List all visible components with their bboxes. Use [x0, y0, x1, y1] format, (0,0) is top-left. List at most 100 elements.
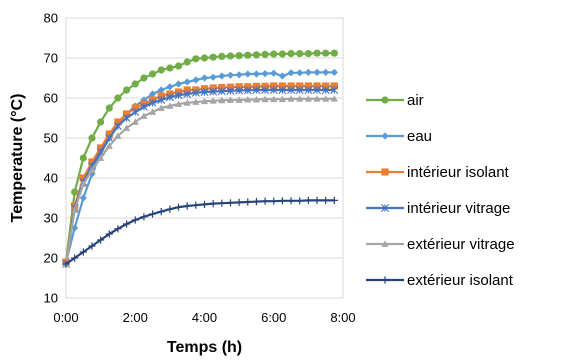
data-point [105, 130, 113, 138]
data-point [97, 154, 105, 161]
data-point [296, 95, 304, 102]
data-point [304, 82, 312, 90]
data-point [313, 196, 321, 204]
data-point [296, 69, 304, 77]
legend-entry: intérieur isolant [366, 164, 510, 181]
data-point [235, 96, 243, 103]
data-point [191, 88, 200, 97]
data-point [321, 86, 330, 94]
data-point [209, 97, 217, 104]
data-point [295, 86, 304, 94]
y-tick-label: 60 [44, 91, 58, 106]
data-point [166, 205, 174, 213]
legend-label: intérieur vitrage [407, 200, 510, 217]
data-point [131, 118, 139, 125]
data-point [304, 86, 313, 94]
data-point [244, 70, 252, 78]
x-tick-label: 2:00 [123, 310, 148, 325]
data-point [79, 174, 87, 182]
data-point [79, 180, 87, 187]
data-point [105, 142, 113, 149]
data-point [131, 108, 140, 116]
data-point [174, 203, 183, 211]
data-point [88, 166, 96, 173]
data-point [71, 254, 79, 262]
axis-layer: 10 20 30 40 50 60 70 80 0:00 2:00 4:00 6:00 8:00 [44, 11, 356, 326]
y-tick-label: 80 [44, 11, 58, 26]
data-point [71, 224, 79, 232]
data-point [131, 80, 139, 88]
data-point [287, 69, 295, 77]
data-point [304, 196, 312, 204]
data-point [192, 55, 200, 63]
data-point [140, 74, 148, 82]
data-point [330, 49, 338, 57]
data-point [235, 71, 243, 79]
data-point [71, 188, 79, 196]
legend-swatch-marker [381, 240, 389, 247]
data-point [122, 220, 131, 228]
data-point [200, 54, 209, 62]
data-point [157, 92, 165, 100]
data-point [252, 96, 261, 103]
data-point [122, 86, 131, 94]
data-point [287, 197, 295, 205]
data-point [148, 108, 157, 115]
data-point [313, 82, 321, 90]
data-point [261, 50, 269, 59]
data-point [140, 213, 148, 221]
data-point [209, 87, 218, 96]
data-point [209, 53, 217, 61]
data-point [166, 102, 174, 109]
data-point [278, 197, 287, 205]
data-point [97, 144, 105, 152]
data-point [139, 102, 148, 111]
data-point [131, 104, 139, 112]
data-point [243, 86, 252, 95]
legend-entry: intérieur vitrage [366, 200, 510, 217]
legend-label: eau [407, 128, 432, 145]
data-point [174, 62, 183, 70]
data-point [200, 200, 209, 208]
data-point [322, 196, 330, 204]
data-point [322, 82, 330, 90]
data-point [261, 70, 269, 78]
data-point [183, 90, 192, 98]
data-point [148, 70, 157, 78]
data-point [200, 88, 209, 96]
data-point [157, 66, 165, 74]
data-point [122, 110, 131, 118]
data-point [226, 199, 235, 207]
legend-swatch-marker [381, 168, 389, 176]
x-axis-title: Temps (h) [167, 339, 242, 356]
series-4 [62, 95, 338, 267]
data-point [252, 70, 261, 78]
data-point [88, 158, 96, 166]
data-point [330, 68, 338, 76]
data-point [244, 51, 252, 59]
data-point [322, 68, 330, 76]
data-point [296, 197, 304, 205]
data-point [174, 91, 183, 100]
legend-swatch-marker [381, 276, 389, 284]
series-0 [62, 49, 338, 266]
data-point [79, 194, 87, 202]
y-tick-label: 50 [44, 131, 58, 146]
data-point [252, 198, 261, 206]
data-point [157, 96, 166, 104]
data-point [218, 199, 226, 207]
plot-area-border [65, 17, 344, 299]
data-point [226, 96, 235, 103]
x-tick-label: 6:00 [261, 310, 286, 325]
series-line [64, 97, 335, 265]
data-point [235, 86, 244, 95]
data-point [140, 112, 148, 119]
data-point [235, 198, 243, 206]
data-point [270, 69, 278, 77]
data-point [278, 86, 287, 94]
data-point [244, 198, 252, 206]
data-point [313, 68, 321, 76]
data-point [296, 50, 304, 58]
legend-entry: air [366, 92, 424, 109]
data-point [209, 73, 217, 81]
